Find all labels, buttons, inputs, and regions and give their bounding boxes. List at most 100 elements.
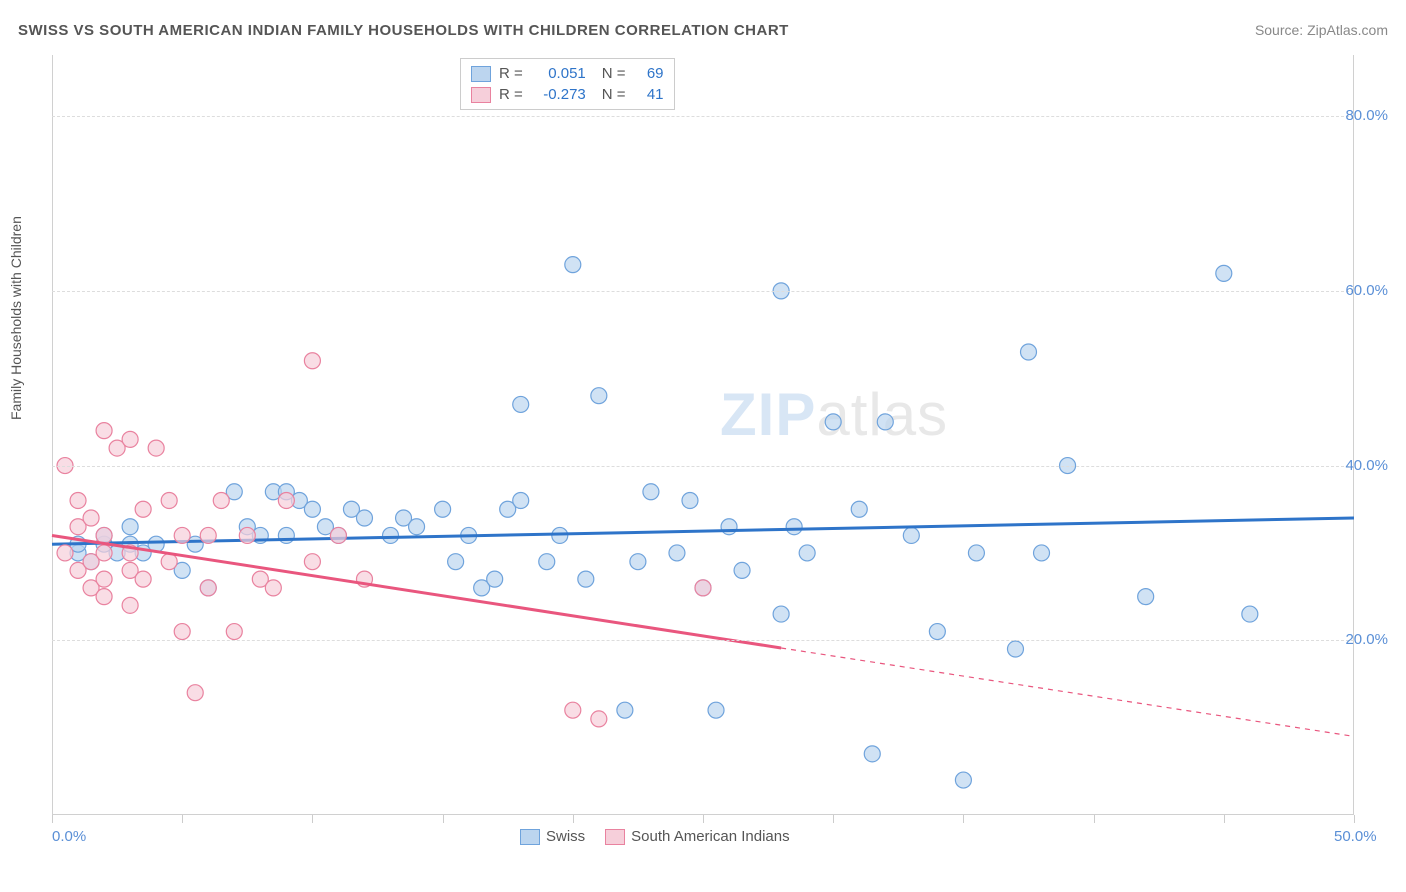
gridline-h: [52, 116, 1354, 117]
n-value-swiss: 69: [634, 65, 664, 82]
scatter-point-swiss: [929, 624, 945, 640]
scatter-point-sai: [148, 440, 164, 456]
x-tick: [703, 815, 704, 823]
scatter-point-swiss: [825, 414, 841, 430]
legend-chip-swiss: [520, 829, 540, 845]
scatter-point-swiss: [643, 484, 659, 500]
r-label: R =: [499, 86, 523, 103]
r-value-swiss: 0.051: [531, 65, 586, 82]
y-tick-label: 40.0%: [1345, 457, 1388, 474]
scatter-point-sai: [278, 493, 294, 509]
x-tick: [573, 815, 574, 823]
y-axis-label: Family Households with Children: [8, 216, 24, 420]
scatter-point-swiss: [955, 772, 971, 788]
scatter-point-sai: [135, 571, 151, 587]
gridline-h: [52, 291, 1354, 292]
gridline-h: [52, 640, 1354, 641]
scatter-point-swiss: [409, 519, 425, 535]
scatter-point-sai: [213, 493, 229, 509]
scatter-point-swiss: [1216, 265, 1232, 281]
scatter-point-swiss: [487, 571, 503, 587]
scatter-point-sai: [200, 580, 216, 596]
scatter-point-sai: [96, 545, 112, 561]
legend-label-swiss: Swiss: [546, 828, 585, 845]
x-tick: [182, 815, 183, 823]
y-tick-label: 80.0%: [1345, 107, 1388, 124]
scatter-point-swiss: [734, 562, 750, 578]
scatter-point-swiss: [877, 414, 893, 430]
n-label: N =: [602, 65, 626, 82]
scatter-point-sai: [122, 431, 138, 447]
scatter-point-swiss: [513, 396, 529, 412]
stats-row-sai: R = -0.273 N = 41: [471, 84, 664, 105]
scatter-point-swiss: [435, 501, 451, 517]
scatter-point-sai: [57, 545, 73, 561]
scatter-point-sai: [174, 624, 190, 640]
scatter-point-sai: [200, 527, 216, 543]
x-tick: [1354, 815, 1355, 823]
trendline-dashed-sai: [781, 648, 1354, 736]
series-legend: Swiss South American Indians: [520, 828, 790, 845]
scatter-point-swiss: [786, 519, 802, 535]
scatter-point-swiss: [864, 746, 880, 762]
scatter-point-swiss: [799, 545, 815, 561]
legend-label-sai: South American Indians: [631, 828, 789, 845]
y-tick-label: 20.0%: [1345, 631, 1388, 648]
scatter-point-sai: [226, 624, 242, 640]
x-tick-label: 0.0%: [52, 828, 86, 845]
scatter-point-sai: [174, 527, 190, 543]
scatter-point-swiss: [122, 519, 138, 535]
x-tick: [1224, 815, 1225, 823]
scatter-point-swiss: [708, 702, 724, 718]
x-tick: [52, 815, 53, 823]
x-tick: [312, 815, 313, 823]
scatter-point-sai: [304, 353, 320, 369]
y-tick-label: 60.0%: [1345, 282, 1388, 299]
r-value-sai: -0.273: [531, 86, 586, 103]
scatter-point-sai: [122, 597, 138, 613]
scatter-point-sai: [135, 501, 151, 517]
scatter-point-swiss: [773, 606, 789, 622]
scatter-point-sai: [83, 510, 99, 526]
scatter-point-sai: [96, 423, 112, 439]
scatter-point-swiss: [903, 527, 919, 543]
scatter-point-sai: [304, 554, 320, 570]
x-tick: [833, 815, 834, 823]
legend-item-swiss: Swiss: [520, 828, 585, 845]
source-label: Source: ZipAtlas.com: [1255, 22, 1388, 38]
scatter-point-swiss: [630, 554, 646, 570]
scatter-point-sai: [265, 580, 281, 596]
n-value-sai: 41: [634, 86, 664, 103]
legend-chip-swiss: [471, 66, 491, 82]
legend-chip-sai: [605, 829, 625, 845]
x-tick: [963, 815, 964, 823]
scatter-point-swiss: [383, 527, 399, 543]
n-label: N =: [602, 86, 626, 103]
legend-chip-sai: [471, 87, 491, 103]
scatter-point-swiss: [1021, 344, 1037, 360]
scatter-point-swiss: [565, 257, 581, 273]
chart-svg: [52, 55, 1354, 815]
scatter-point-swiss: [1242, 606, 1258, 622]
scatter-point-sai: [330, 527, 346, 543]
scatter-point-swiss: [851, 501, 867, 517]
scatter-point-swiss: [721, 519, 737, 535]
scatter-point-swiss: [513, 493, 529, 509]
stats-row-swiss: R = 0.051 N = 69: [471, 63, 664, 84]
scatter-point-swiss: [1138, 589, 1154, 605]
scatter-point-swiss: [304, 501, 320, 517]
scatter-point-swiss: [968, 545, 984, 561]
scatter-point-swiss: [669, 545, 685, 561]
scatter-point-sai: [591, 711, 607, 727]
x-tick-label: 50.0%: [1334, 828, 1377, 845]
scatter-point-swiss: [448, 554, 464, 570]
r-label: R =: [499, 65, 523, 82]
scatter-point-swiss: [617, 702, 633, 718]
scatter-point-swiss: [356, 510, 372, 526]
scatter-point-sai: [96, 571, 112, 587]
scatter-point-sai: [187, 685, 203, 701]
scatter-point-sai: [695, 580, 711, 596]
scatter-point-swiss: [591, 388, 607, 404]
scatter-point-sai: [565, 702, 581, 718]
scatter-point-sai: [70, 493, 86, 509]
